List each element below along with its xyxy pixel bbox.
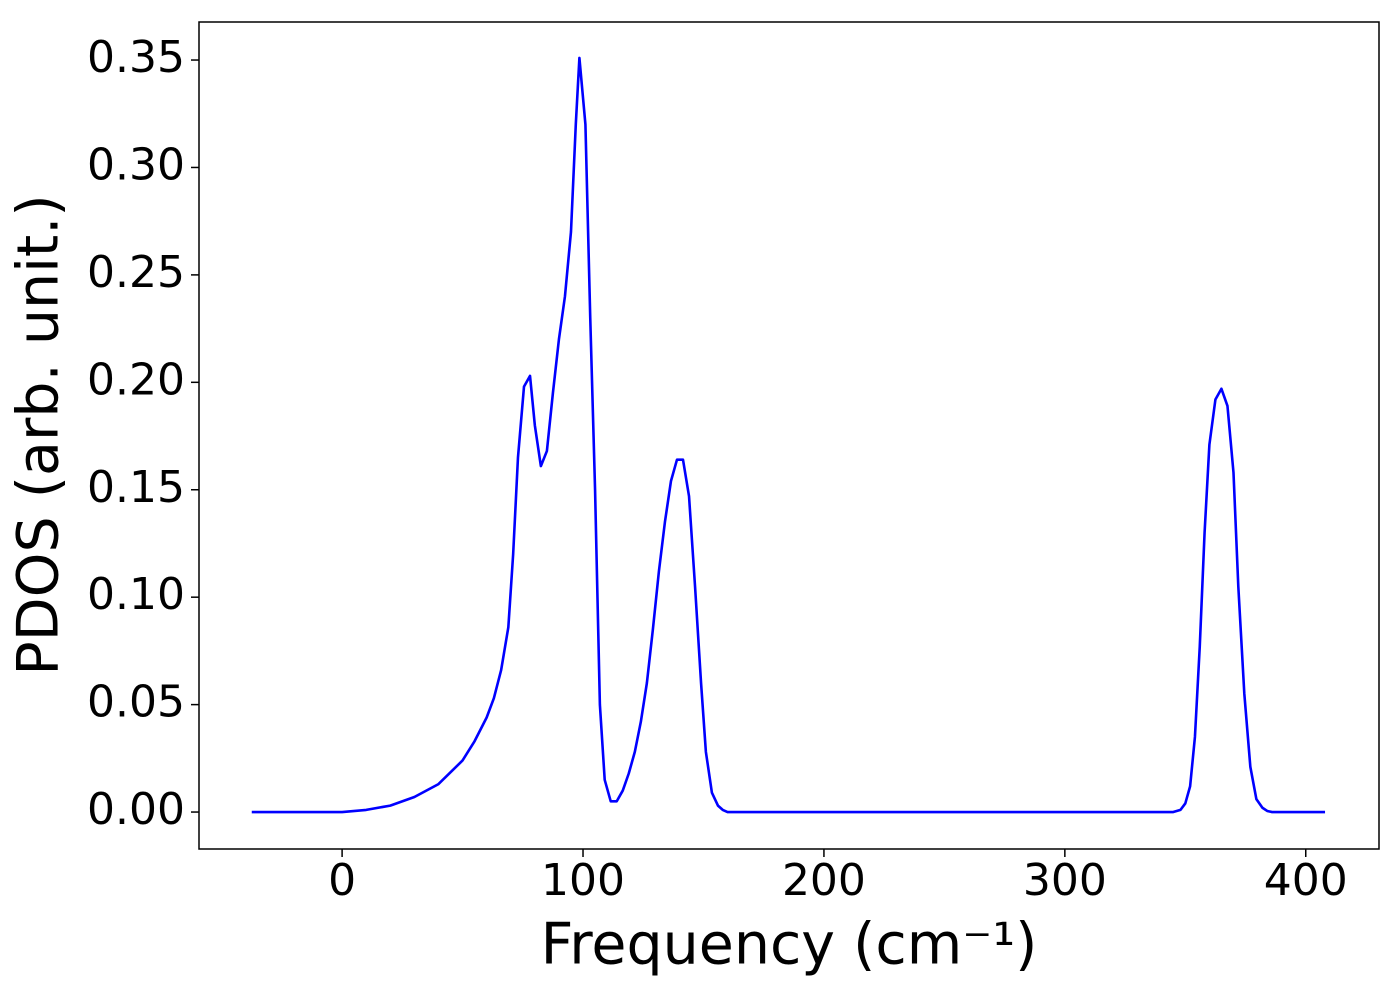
y-tick-label: 0.05 bbox=[87, 677, 185, 728]
x-tick-label: 200 bbox=[782, 855, 866, 906]
y-tick-label: 0.15 bbox=[87, 462, 185, 513]
x-tick-label: 100 bbox=[541, 855, 625, 906]
data-line bbox=[251, 56, 1326, 814]
x-tick-label: 0 bbox=[328, 855, 356, 906]
x-tick-label: 400 bbox=[1264, 855, 1348, 906]
y-tick-label: 0.30 bbox=[87, 139, 185, 190]
y-tick-label: 0.00 bbox=[87, 784, 185, 835]
y-axis-label: PDOS (arb. unit.) bbox=[6, 194, 72, 675]
y-tick-label: 0.20 bbox=[87, 354, 185, 405]
y-tick-label: 0.35 bbox=[87, 32, 185, 83]
y-tick-label: 0.25 bbox=[87, 247, 185, 298]
x-tick-label: 300 bbox=[1023, 855, 1107, 906]
x-axis-label: Frequency (cm⁻¹) bbox=[541, 912, 1038, 978]
y-tick-label: 0.10 bbox=[87, 569, 185, 620]
plot-frame bbox=[198, 21, 1380, 850]
